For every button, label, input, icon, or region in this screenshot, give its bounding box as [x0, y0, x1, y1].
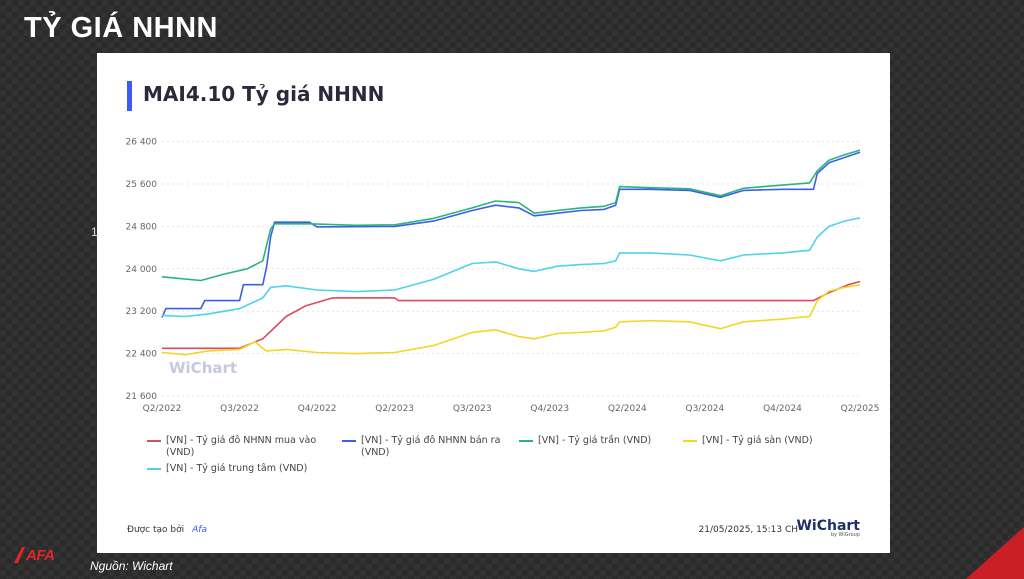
- brand-name: WiChart: [796, 518, 860, 534]
- slide-title: TỶ GIÁ NHNN: [24, 12, 218, 44]
- series-line-1: [162, 280, 861, 350]
- x-tick-label: Q4/2024: [763, 404, 802, 414]
- created-by: Được tạo bởi Afa: [127, 525, 207, 535]
- series-line-3: [161, 149, 861, 282]
- legend-item[interactable]: [VN] - Tỷ giá đô NHNN bán ra (VND): [342, 435, 517, 459]
- brand-sub: by WiGroup: [830, 532, 860, 538]
- creator-link[interactable]: Afa: [192, 525, 207, 535]
- timestamp: 21/05/2025, 15:13 CH: [698, 525, 798, 535]
- legend-label: [VN] - Tỷ giá đô NHNN bán ra (VND): [361, 435, 501, 458]
- x-tick-label: Q2/2022: [143, 404, 182, 414]
- y-tick-label: 26 400: [126, 138, 158, 148]
- legend-swatch: [147, 440, 161, 442]
- y-tick-label: 24 000: [126, 265, 158, 275]
- x-tick-label: Q2/2023: [375, 404, 414, 414]
- created-by-label: Được tạo bởi: [127, 525, 185, 535]
- legend-label: [VN] - Tỷ giá sàn (VND): [702, 435, 813, 446]
- x-tick-label: Q2/2025: [841, 404, 880, 414]
- legend-item[interactable]: [VN] - Tỷ giá trần (VND): [519, 435, 694, 447]
- legend-label: [VN] - Tỷ giá đô NHNN mua vào (VND): [166, 435, 317, 458]
- svg-text:AFA: AFA: [25, 547, 55, 564]
- x-tick-label: Q4/2022: [298, 404, 337, 414]
- legend-item[interactable]: [VN] - Tỷ giá trung tâm (VND): [147, 463, 347, 475]
- y-tick-label: 25 600: [126, 180, 158, 190]
- legend-swatch: [683, 440, 697, 442]
- chart-card: MAI4.10 Tỷ giá NHNN 21 600 22 400 23 200 24…: [97, 53, 890, 553]
- source-note: Nguồn: Wichart: [90, 559, 173, 573]
- x-tick-label: Q3/2024: [686, 404, 725, 414]
- x-tick-label: Q3/2022: [220, 404, 259, 414]
- chart-title: MAI4.10 Tỷ giá NHNN: [143, 82, 385, 106]
- watermark-text: WiChart: [169, 359, 238, 377]
- stray-text: 1: [91, 225, 98, 239]
- x-tick-label: Q3/2023: [453, 404, 492, 414]
- legend-label: [VN] - Tỷ giá trần (VND): [538, 435, 652, 446]
- y-tick-label: 24 800: [126, 222, 158, 232]
- legend-item[interactable]: [VN] - Tỷ giá đô NHNN mua vào (VND): [147, 435, 322, 459]
- series-line-2: [161, 151, 861, 318]
- legend-item[interactable]: [VN] - Tỷ giá sàn (VND): [683, 435, 858, 447]
- wichart-logo: WiChart by WiGroup: [796, 515, 860, 538]
- line-chart: 21 600 22 400 23 200 24 000 24 800 25 600 26 4…: [126, 138, 880, 414]
- series-line-4: [161, 283, 861, 356]
- afa-logo: AFA: [12, 543, 72, 564]
- chart-legend: [VN] - Tỷ giá đô NHNN mua vào (VND) [VN] …: [147, 435, 877, 495]
- title-accent-bar: [127, 81, 132, 111]
- legend-label: [VN] - Tỷ giá trung tâm (VND): [166, 463, 308, 474]
- chart-watermark: WiChart: [169, 359, 237, 377]
- y-tick-label: 21 600: [126, 392, 158, 402]
- y-tick-label: 22 400: [126, 350, 158, 360]
- x-tick-label: Q2/2024: [608, 404, 647, 414]
- legend-swatch: [147, 468, 161, 470]
- series-line-5: [161, 217, 861, 318]
- legend-swatch: [519, 440, 533, 442]
- legend-swatch: [342, 440, 356, 442]
- x-tick-label: Q4/2023: [530, 404, 569, 414]
- corner-decoration: [966, 527, 1024, 579]
- y-tick-label: 23 200: [126, 307, 158, 317]
